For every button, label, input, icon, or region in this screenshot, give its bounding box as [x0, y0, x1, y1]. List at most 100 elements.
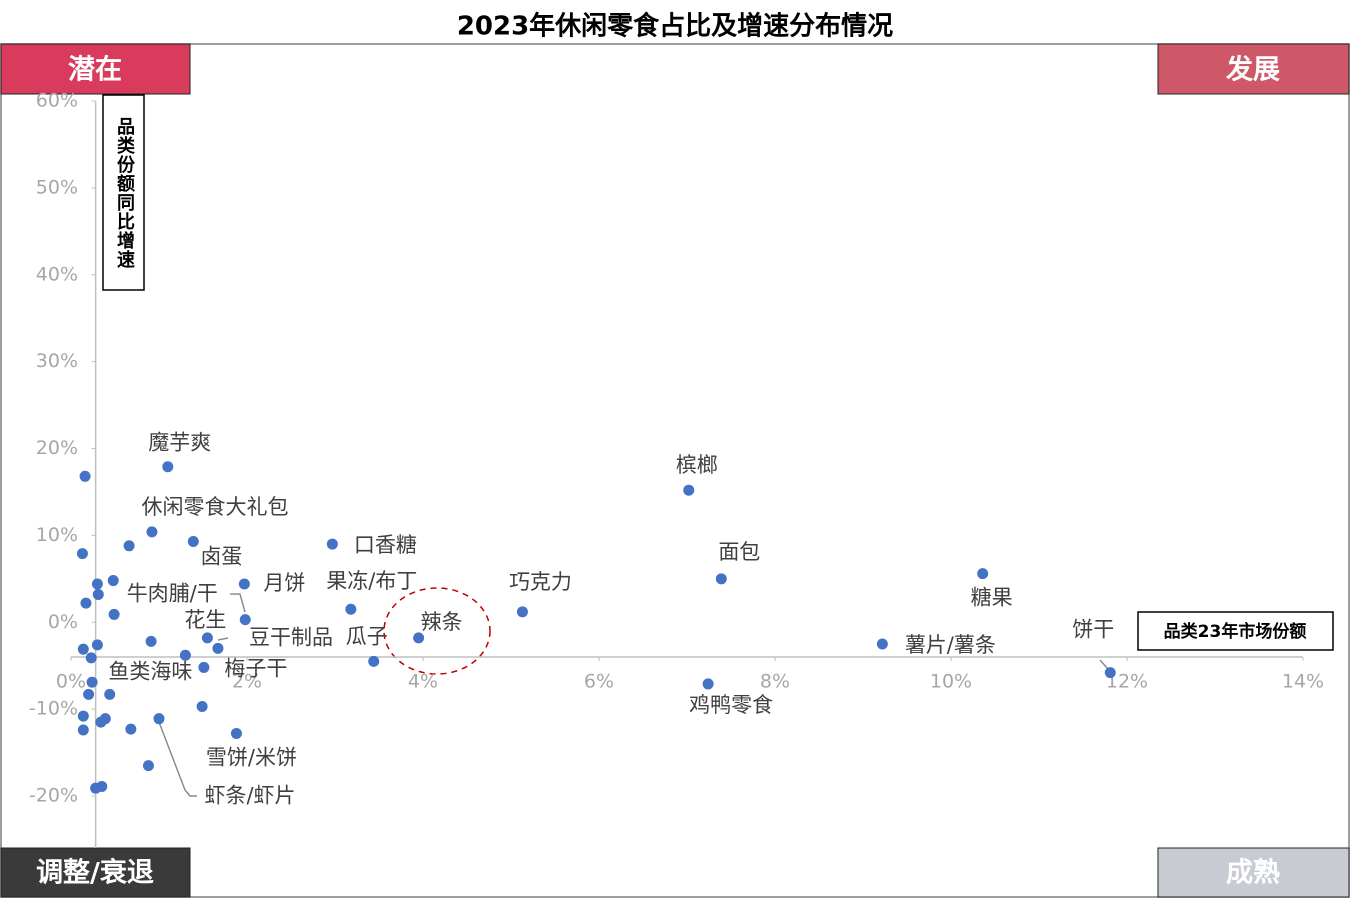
quadrant-label: 成熟 — [1226, 857, 1280, 889]
point — [76, 548, 88, 560]
point-label: 豆干制品 — [249, 625, 333, 649]
point-label: 辣条 — [421, 610, 463, 634]
point-label: 巧克力 — [509, 570, 572, 594]
point-label: 果冻/布丁 — [326, 569, 417, 593]
point — [86, 676, 98, 688]
x-tick-label: 10% — [930, 671, 972, 693]
point — [91, 578, 103, 590]
x-axis-title-box — [1137, 611, 1334, 651]
point — [142, 760, 154, 772]
x-tick-label: 8% — [760, 671, 790, 693]
point — [179, 649, 191, 661]
point — [187, 535, 199, 547]
point-label: 鸡鸭零食 — [689, 693, 773, 717]
point — [123, 540, 135, 552]
point — [125, 723, 137, 735]
x-tick-label: 2% — [232, 671, 262, 693]
point — [77, 724, 89, 736]
point — [95, 716, 107, 728]
point — [83, 688, 95, 700]
point-label: 卤蛋 — [200, 544, 242, 568]
point — [153, 713, 165, 725]
point-label: 槟榔 — [676, 453, 718, 477]
point — [162, 461, 174, 473]
leader-line — [217, 637, 229, 641]
x-tick-label: 12% — [1106, 671, 1148, 693]
point — [345, 603, 357, 615]
point-label: 薯片/薯条 — [905, 633, 996, 657]
leader-line — [158, 721, 197, 797]
point — [96, 780, 108, 792]
point — [683, 484, 695, 496]
y-tick-label: 30% — [36, 350, 78, 372]
point — [239, 614, 251, 626]
point-label: 糖果 — [971, 586, 1013, 610]
y-axis-title: 品类份额同比增速 — [114, 117, 135, 269]
y-tick-label: -10% — [29, 698, 78, 720]
point — [77, 710, 89, 722]
point-label: 休闲零食大礼包 — [141, 495, 288, 519]
y-tick-label: -20% — [29, 785, 78, 807]
point-label: 魔芋爽 — [148, 431, 211, 455]
point — [1104, 667, 1116, 679]
point-label: 雪饼/米饼 — [206, 745, 297, 769]
y-tick-label: 40% — [36, 263, 78, 285]
point — [238, 578, 250, 590]
y-tick-label: 10% — [36, 524, 78, 546]
quadrant-box — [0, 43, 191, 95]
point — [104, 688, 116, 700]
quadrant-label: 调整/衰退 — [36, 857, 154, 889]
quadrant-box — [1157, 43, 1350, 95]
point — [715, 573, 727, 585]
highlight-circle — [383, 587, 491, 675]
point — [198, 661, 210, 673]
x-tick-label: 0% — [56, 671, 86, 693]
x-tick-label: 6% — [584, 671, 614, 693]
point-label: 虾条/虾片 — [204, 784, 295, 808]
quadrant-label: 发展 — [1225, 54, 1280, 86]
point — [85, 652, 97, 664]
point — [77, 643, 89, 655]
point — [201, 632, 213, 644]
point — [108, 608, 120, 620]
point — [145, 635, 157, 647]
point-label: 饼干 — [1072, 618, 1114, 642]
point — [196, 701, 208, 713]
point — [368, 655, 380, 667]
point-label: 花生 — [184, 608, 226, 632]
y-tick-label: 60% — [36, 90, 78, 112]
point-label: 面包 — [718, 540, 760, 564]
point — [107, 575, 119, 587]
point-label: 口香糖 — [354, 533, 417, 557]
quadrant-box — [1157, 847, 1350, 898]
x-tick-label: 14% — [1282, 671, 1324, 693]
point-label: 鱼类海味 — [108, 659, 192, 683]
plot-frame — [0, 43, 1350, 898]
point — [212, 642, 224, 654]
point — [516, 606, 528, 618]
y-tick-label: 20% — [36, 437, 78, 459]
y-tick-label: 0% — [48, 611, 78, 633]
leader-line — [1099, 659, 1109, 670]
point — [326, 538, 338, 550]
point — [146, 526, 158, 538]
point-label: 梅子干 — [224, 656, 287, 680]
point — [876, 638, 888, 650]
point — [413, 632, 425, 644]
chart-title: 2023年休闲零食占比及增速分布情况 — [457, 11, 893, 42]
point — [977, 568, 989, 580]
point — [702, 678, 714, 690]
x-tick-label: 4% — [408, 671, 438, 693]
x-axis-title: 品类23年市场份额 — [1164, 621, 1307, 642]
point — [92, 588, 104, 600]
quadrant-label: 潜在 — [68, 55, 122, 86]
point-label: 瓜子 — [346, 624, 388, 648]
y-tick-label: 50% — [36, 176, 78, 198]
point — [80, 597, 92, 609]
point — [230, 727, 242, 739]
point-label: 月饼 — [263, 571, 305, 595]
point — [79, 470, 91, 482]
point-label: 牛肉脯/干 — [127, 582, 218, 606]
